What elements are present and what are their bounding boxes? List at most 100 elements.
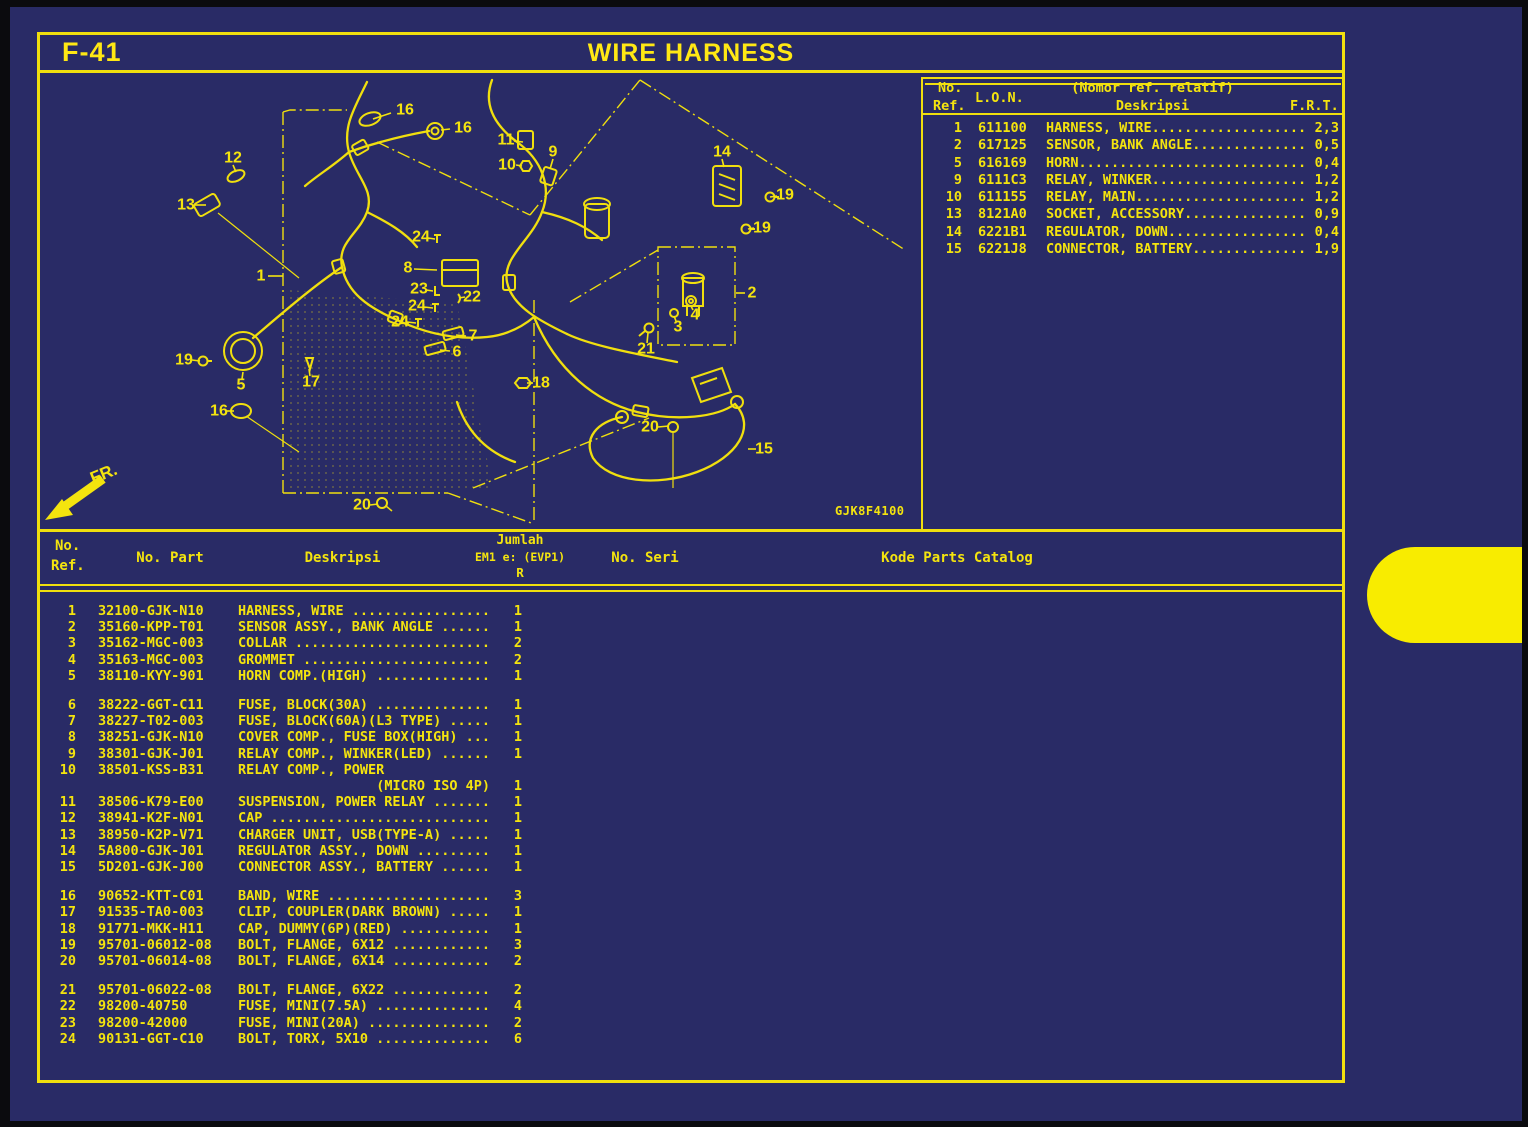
frt-value: 0,9 bbox=[1314, 206, 1339, 223]
callout-number: 16 bbox=[454, 120, 472, 137]
part-qty: 2 bbox=[513, 953, 523, 970]
part-number: 95701-06022-08 bbox=[98, 982, 212, 999]
lon-code: 611155 bbox=[978, 189, 1027, 206]
part-ref: 14 bbox=[59, 842, 76, 859]
part-qty: 1 bbox=[513, 920, 523, 937]
col-ref: Ref. bbox=[51, 558, 85, 574]
part-ref: 5 bbox=[67, 667, 76, 684]
ref-desc: CONNECTOR, BATTERY............... bbox=[1046, 241, 1309, 258]
table-row: 14 5A800-GJK-J01 REGULATOR ASSY., DOWN .… bbox=[50, 843, 610, 859]
table-row: 17 91535-TA0-003 CLIP, COUPLER(DARK BROW… bbox=[50, 904, 610, 920]
frt-value: 0,4 bbox=[1314, 223, 1339, 240]
callout-number: 22 bbox=[463, 289, 481, 306]
part-number bbox=[98, 778, 238, 794]
callout-leader bbox=[308, 368, 311, 377]
part-qty: 2 bbox=[513, 1014, 523, 1031]
callout-number: 4 bbox=[691, 307, 700, 324]
part-number: 98200-40750 bbox=[98, 998, 188, 1015]
ref-col-desc: Deskripsi bbox=[1115, 98, 1190, 114]
part-qty: 2 bbox=[513, 982, 523, 999]
part-ref: 17 bbox=[59, 904, 76, 921]
col-qty-line3: R bbox=[516, 565, 524, 580]
lon-code: 617125 bbox=[978, 137, 1027, 154]
ref-no: 14 bbox=[945, 223, 962, 240]
part-number: 32100-GJK-N10 bbox=[98, 603, 204, 619]
callout-leader bbox=[372, 112, 392, 120]
ref-table-row: 10 611155 RELAY, MAIN...................… bbox=[932, 189, 1339, 206]
callout-number: 7 bbox=[469, 328, 478, 345]
callout-leader bbox=[458, 296, 466, 299]
part-number: 91535-TA0-003 bbox=[98, 904, 204, 921]
part-ref: 12 bbox=[59, 810, 76, 827]
part-qty: 6 bbox=[513, 1030, 523, 1047]
callout-number: 8 bbox=[404, 260, 413, 277]
part-qty: 2 bbox=[513, 635, 523, 652]
parts-table: 1 32100-GJK-N10 HARNESS, WIRE ..........… bbox=[50, 603, 610, 1047]
callout-leader bbox=[747, 227, 755, 230]
part-number: 38301-GJK-J01 bbox=[98, 745, 204, 762]
ref-desc: SOCKET, ACCESSORY................ bbox=[1046, 206, 1309, 223]
part-ref: 2 bbox=[67, 619, 76, 636]
part-ref: 24 bbox=[59, 1030, 76, 1047]
part-ref: 15 bbox=[59, 859, 76, 876]
table-top-divider bbox=[37, 529, 1345, 532]
page-code: F-41 bbox=[62, 37, 122, 67]
part-number: 5A800-GJK-J01 bbox=[98, 842, 204, 859]
table-row: 15 5D201-GJK-J00 CONNECTOR ASSY., BATTER… bbox=[50, 859, 610, 875]
table-row: 24 90131-GGT-C10 BOLT, TORX, 5X10 ......… bbox=[50, 1031, 610, 1047]
part-desc: COLLAR ........................ bbox=[238, 635, 490, 652]
table-row: 3 35162-MGC-003 COLLAR .................… bbox=[50, 635, 610, 651]
callout-leader bbox=[191, 359, 201, 362]
part-qty: 1 bbox=[513, 826, 523, 843]
table-row: 13 38950-K2P-V71 CHARGER UNIT, USB(TYPE-… bbox=[50, 827, 610, 843]
frt-value: 2,3 bbox=[1314, 120, 1339, 136]
part-ref: 23 bbox=[59, 1014, 76, 1031]
col-seri: No. Seri bbox=[611, 550, 679, 566]
part-number: 38110-KYY-901 bbox=[98, 667, 204, 684]
callout-number: 3 bbox=[674, 319, 683, 336]
col-kode: Kode Parts Catalog bbox=[881, 550, 1033, 566]
part-desc: CAP ........................... bbox=[238, 810, 490, 827]
part-qty: 1 bbox=[513, 603, 523, 619]
ref-table-rows: 1 611100 HARNESS, WIRE..................… bbox=[932, 120, 1339, 258]
part-qty bbox=[490, 762, 546, 778]
boundary-lines bbox=[282, 79, 906, 525]
part-number: 35162-MGC-003 bbox=[98, 635, 204, 652]
part-ref: 9 bbox=[67, 745, 76, 762]
callout-leader bbox=[690, 305, 694, 311]
callout-number: 10 bbox=[498, 157, 516, 174]
part-qty: 1 bbox=[513, 745, 523, 762]
part-desc: SENSOR ASSY., BANK ANGLE ...... bbox=[238, 619, 490, 636]
part-desc: CLIP, COUPLER(DARK BROWN) ..... bbox=[238, 904, 490, 921]
frt-value: 0,5 bbox=[1314, 137, 1339, 154]
ref-table bbox=[921, 77, 1345, 530]
part-ref: 10 bbox=[59, 761, 76, 778]
part-desc: REGULATOR ASSY., DOWN ......... bbox=[238, 842, 490, 859]
callout-leader bbox=[369, 503, 379, 506]
ref-no: 5 bbox=[953, 154, 962, 171]
part-desc: FUSE, BLOCK(30A) .............. bbox=[238, 697, 490, 714]
part-number: 95701-06014-08 bbox=[98, 953, 212, 970]
lon-code: 611100 bbox=[978, 120, 1027, 136]
table-row: 16 90652-KTT-C01 BAND, WIRE ............… bbox=[50, 888, 610, 904]
ref-table-row: 5 616169 HORN...........................… bbox=[932, 155, 1339, 172]
lon-code: 6221J8 bbox=[978, 241, 1027, 258]
callout-leader bbox=[673, 315, 677, 322]
section-tab[interactable] bbox=[1367, 547, 1522, 643]
part-ref: 21 bbox=[59, 982, 76, 999]
table-row: 4 35163-MGC-003 GROMMET ................… bbox=[50, 652, 610, 668]
part-ref: 6 bbox=[67, 697, 76, 714]
table-row: 6 38222-GGT-C11 FUSE, BLOCK(30A) .......… bbox=[50, 697, 610, 713]
callout-number: 19 bbox=[753, 220, 771, 237]
table-row: 19 95701-06012-08 BOLT, FLANGE, 6X12 ...… bbox=[50, 937, 610, 953]
ref-col-desc-note: (Nomor ref. relatif) bbox=[1071, 80, 1234, 96]
lon-code: 6111C3 bbox=[978, 171, 1027, 188]
part-number: 90652-KTT-C01 bbox=[98, 888, 204, 905]
col-qty-line2: EM1 e: (EVP1) bbox=[474, 550, 565, 564]
callout-number: 19 bbox=[175, 352, 193, 369]
part-qty: 1 bbox=[513, 667, 523, 684]
callout-leader bbox=[549, 158, 554, 170]
col-desc: Deskripsi bbox=[304, 550, 381, 566]
